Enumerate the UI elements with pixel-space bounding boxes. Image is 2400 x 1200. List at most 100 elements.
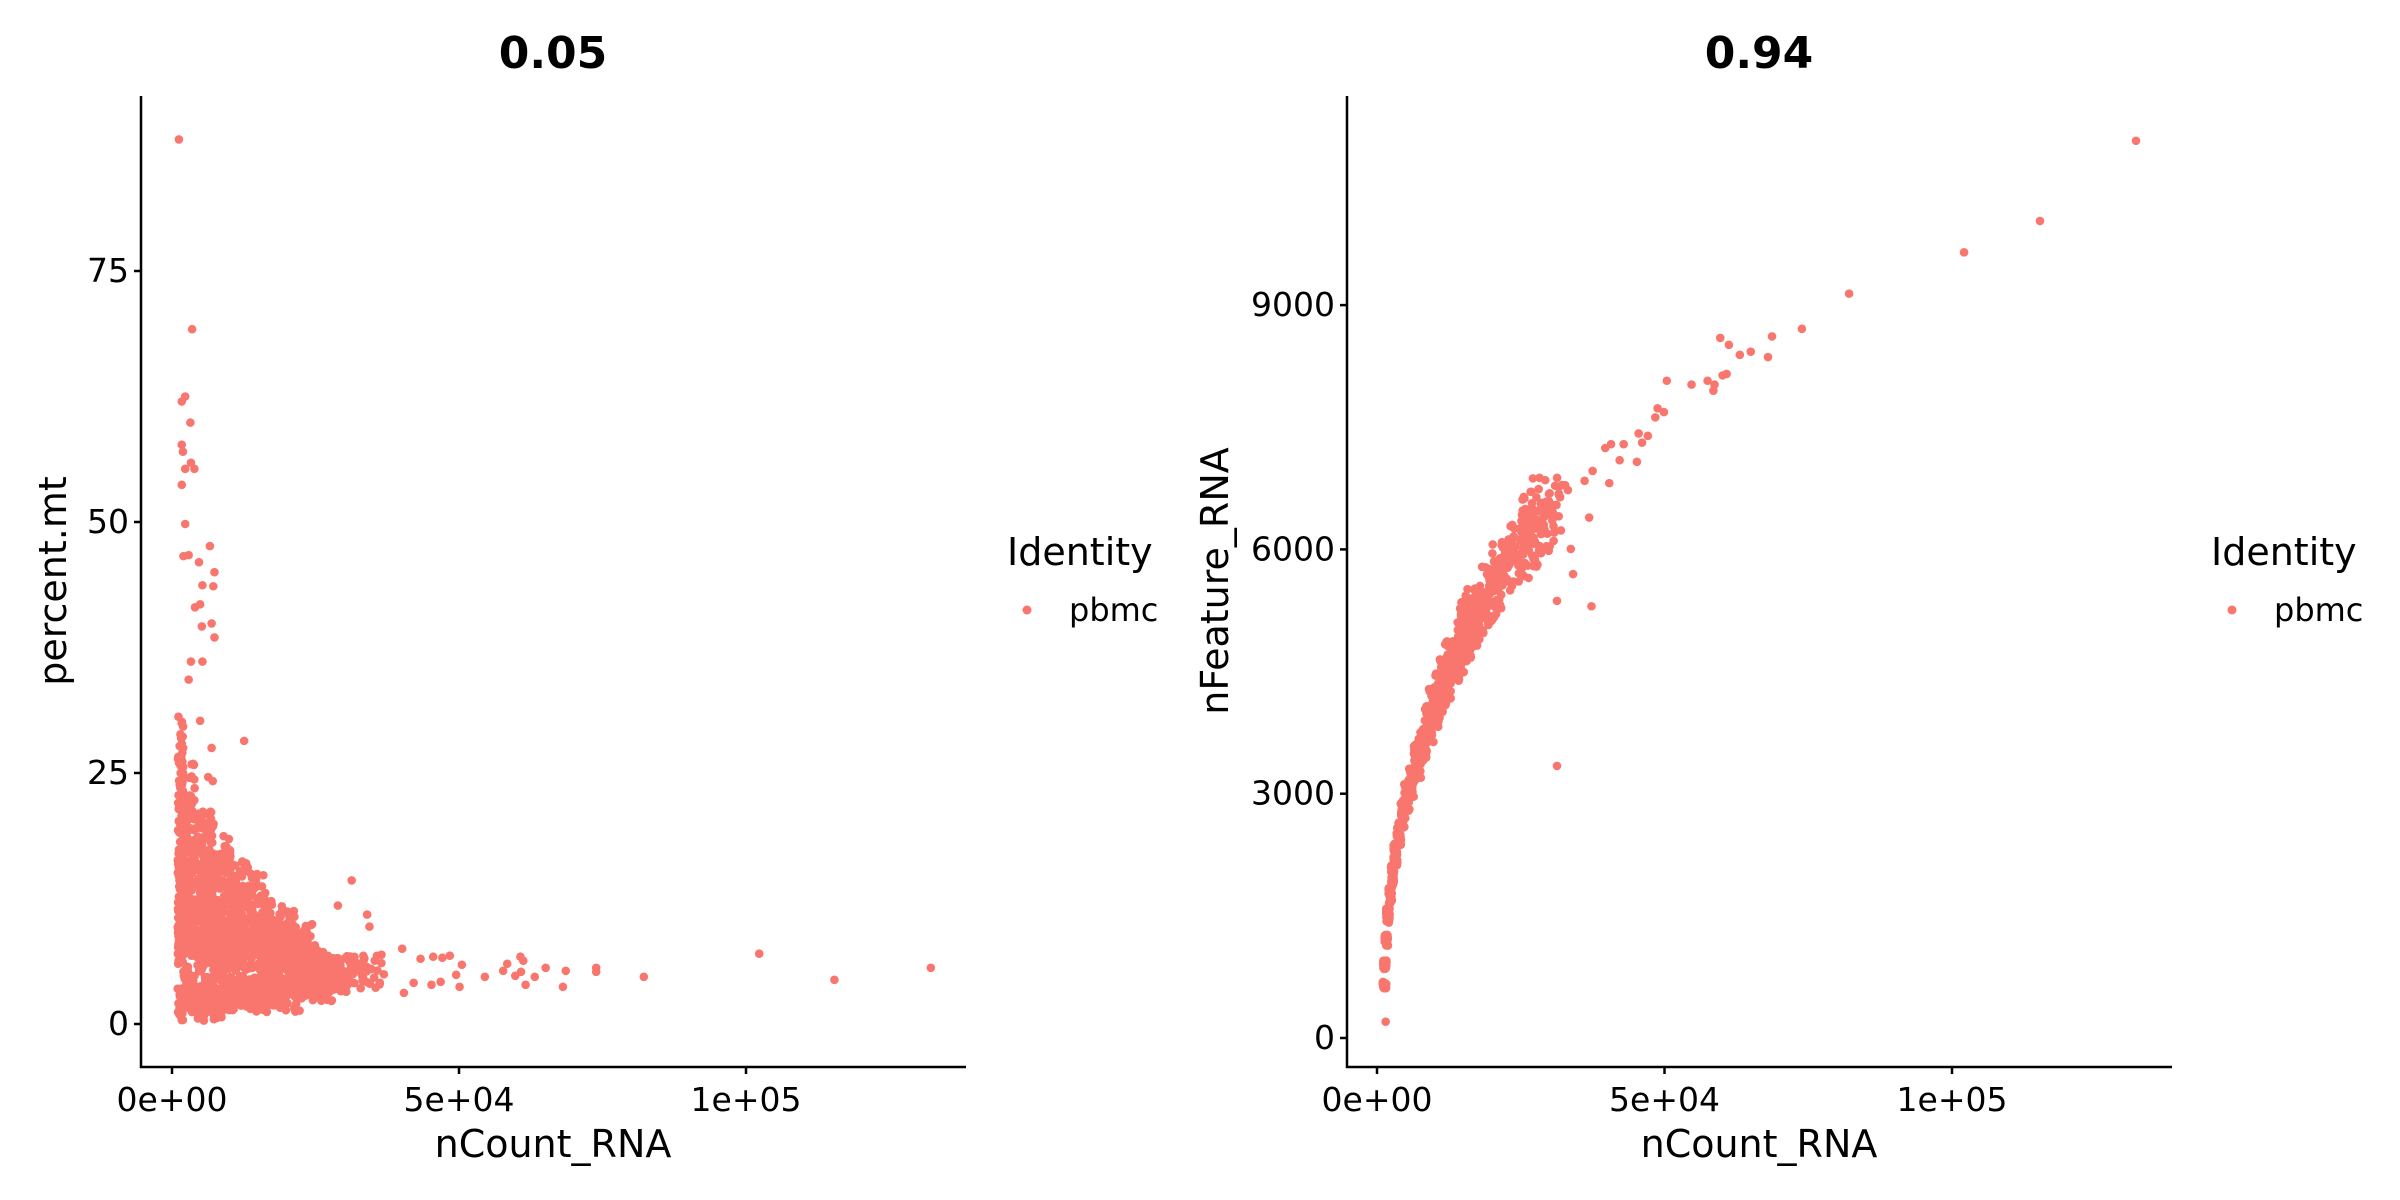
point-density bbox=[1509, 547, 1518, 556]
point-density bbox=[1459, 667, 1469, 677]
point bbox=[428, 952, 438, 962]
point bbox=[184, 675, 193, 684]
point bbox=[1563, 485, 1573, 495]
point bbox=[333, 901, 343, 910]
point-density bbox=[210, 912, 219, 921]
point bbox=[457, 960, 467, 970]
point-density bbox=[173, 913, 183, 923]
point bbox=[1651, 413, 1660, 422]
x-tick-label: 1e+05 bbox=[691, 1080, 802, 1119]
point bbox=[177, 480, 187, 490]
point bbox=[377, 950, 386, 960]
point-density bbox=[1462, 608, 1472, 617]
x-tick-label: 0e+00 bbox=[1322, 1080, 1433, 1119]
point bbox=[1587, 601, 1596, 611]
point-density bbox=[258, 990, 268, 1000]
point-density bbox=[1477, 562, 1487, 572]
point-density bbox=[212, 942, 222, 951]
point-density bbox=[221, 962, 231, 972]
point-density bbox=[237, 910, 247, 920]
point-density bbox=[299, 929, 309, 939]
point bbox=[225, 869, 234, 878]
point-density bbox=[1421, 733, 1431, 742]
legend-title: Identity bbox=[1007, 530, 1153, 574]
point-density bbox=[176, 730, 185, 739]
point-density bbox=[1453, 618, 1462, 627]
point-density bbox=[1549, 536, 1558, 546]
point-density bbox=[1498, 554, 1508, 563]
point bbox=[1552, 596, 1562, 606]
point-density bbox=[260, 913, 270, 922]
points-layer bbox=[173, 135, 936, 1025]
point-density bbox=[1403, 805, 1412, 815]
y-axis-label: nFeature_RNA bbox=[1193, 447, 1237, 715]
point bbox=[754, 949, 764, 959]
point bbox=[502, 959, 512, 969]
x-axis-label: nCount_RNA bbox=[435, 1122, 672, 1166]
y-tick-label: 3000 bbox=[1251, 774, 1335, 813]
legend-label: pbmc bbox=[2274, 591, 2363, 629]
point-density bbox=[203, 921, 212, 930]
point bbox=[1662, 376, 1672, 386]
point-density bbox=[1395, 839, 1405, 848]
point-density bbox=[301, 987, 311, 997]
point bbox=[180, 464, 190, 474]
point-density bbox=[338, 983, 347, 992]
point bbox=[1381, 935, 1391, 945]
point-density bbox=[298, 957, 308, 967]
point-density bbox=[208, 901, 217, 910]
point-density bbox=[259, 870, 268, 880]
point-density bbox=[1552, 473, 1562, 483]
point-density bbox=[203, 888, 212, 898]
point bbox=[1659, 407, 1669, 417]
point bbox=[399, 988, 409, 998]
point-density bbox=[301, 942, 311, 952]
point-density bbox=[1538, 501, 1547, 511]
point-density bbox=[217, 1012, 226, 1022]
point-density bbox=[202, 954, 211, 964]
point-density bbox=[230, 929, 240, 939]
point-density bbox=[1453, 656, 1462, 666]
point bbox=[1568, 569, 1578, 579]
point-density bbox=[1532, 492, 1541, 502]
point-density bbox=[1554, 489, 1564, 498]
point-density bbox=[333, 953, 342, 963]
y-tick-label: 0 bbox=[108, 1004, 129, 1043]
legend-key-pbmc bbox=[2227, 605, 2237, 615]
point-density bbox=[229, 962, 238, 972]
point-density bbox=[1518, 550, 1528, 559]
point-density bbox=[206, 838, 215, 847]
point-density bbox=[185, 997, 195, 1007]
point bbox=[190, 603, 200, 612]
point bbox=[518, 956, 528, 966]
point bbox=[197, 622, 207, 631]
point bbox=[397, 944, 407, 953]
point-density bbox=[186, 856, 195, 865]
point-density bbox=[1549, 521, 1558, 531]
point bbox=[558, 982, 568, 992]
x-ticks: 0e+00 5e+04 1e+05 bbox=[1322, 1067, 2007, 1119]
point-density bbox=[1421, 753, 1431, 762]
point bbox=[207, 743, 216, 753]
point-density bbox=[199, 1011, 209, 1021]
point-density bbox=[189, 760, 199, 770]
legend: Identity pbmc bbox=[1007, 530, 1158, 629]
point bbox=[357, 969, 366, 979]
point bbox=[198, 657, 207, 666]
point bbox=[438, 953, 447, 963]
point-density bbox=[1556, 526, 1566, 535]
point-density bbox=[218, 986, 228, 996]
point-density bbox=[245, 960, 255, 970]
point bbox=[208, 776, 218, 786]
point bbox=[1709, 386, 1718, 395]
point-density bbox=[1520, 558, 1529, 568]
point bbox=[2035, 216, 2045, 226]
point-density bbox=[1426, 715, 1436, 725]
y-tick-label: 6000 bbox=[1251, 529, 1335, 568]
point bbox=[1381, 1017, 1390, 1027]
point-density bbox=[218, 952, 228, 962]
point-density bbox=[247, 914, 257, 923]
point-density bbox=[257, 939, 267, 949]
point-density bbox=[255, 921, 264, 930]
point-density bbox=[196, 966, 205, 975]
